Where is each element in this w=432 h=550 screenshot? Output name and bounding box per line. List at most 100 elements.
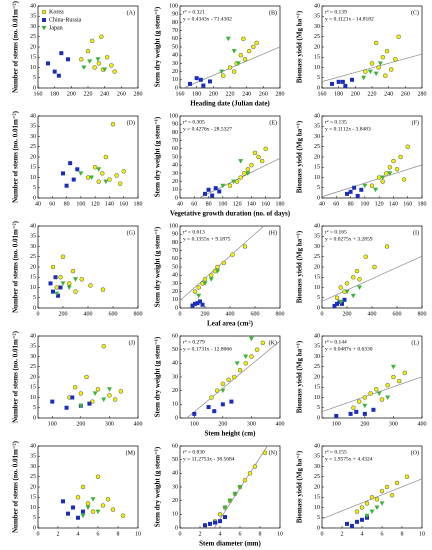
point	[100, 503, 106, 508]
trend-line	[321, 53, 423, 82]
panel-label: (G)	[127, 229, 135, 236]
point	[254, 347, 260, 352]
x-axis-label: Heading date (Julian date)	[190, 100, 270, 108]
x-tick-label: 100	[76, 201, 85, 207]
annotation: r² = 0.279	[183, 339, 205, 345]
x-tick-label: 2	[57, 531, 60, 537]
y-tick-label: 80	[172, 20, 178, 26]
y-axis-label: Number of stems (no. 0.01m⁻²)	[12, 440, 20, 533]
point	[87, 401, 92, 406]
point	[81, 65, 87, 70]
y-tick-label: 5	[317, 295, 320, 301]
point	[53, 275, 58, 280]
point	[232, 374, 237, 380]
point	[362, 395, 368, 400]
y-tick-label: 5	[317, 75, 320, 81]
point	[95, 509, 101, 515]
panel-label: (I)	[413, 229, 419, 236]
x-tick-label: 200	[209, 91, 218, 97]
point	[101, 344, 106, 349]
x-tick-label: 220	[226, 91, 235, 97]
point	[107, 393, 112, 398]
point	[402, 370, 408, 376]
point	[68, 161, 73, 166]
x-tick-label: 100	[190, 421, 199, 427]
point	[252, 464, 258, 469]
point	[90, 497, 96, 502]
point	[56, 73, 61, 78]
y-tick-label: 35	[314, 344, 320, 350]
y-tick-label: 25	[314, 34, 320, 40]
y-axis-label: Stem dry weight (g stem⁻¹)	[154, 6, 162, 87]
point	[92, 65, 97, 70]
trend-line	[321, 255, 423, 302]
point	[102, 67, 108, 73]
x-tick-label: 280	[276, 91, 285, 97]
point	[64, 405, 69, 410]
x-tick-label: 200	[76, 421, 85, 427]
y-tick-label: 20	[314, 374, 320, 380]
point	[345, 521, 349, 526]
y-tick-label: 35	[314, 14, 320, 20]
point	[344, 289, 350, 295]
y-tick-label: 5	[33, 515, 36, 521]
x-tick-label: 100	[332, 421, 341, 427]
y-tick-label: 0	[175, 415, 178, 421]
point	[342, 297, 347, 302]
point	[64, 183, 69, 188]
x-tick-label: 40	[177, 201, 183, 207]
point	[245, 167, 251, 172]
x-tick-label: 8	[259, 531, 262, 537]
y-tick-label: 25	[314, 364, 320, 370]
y-tick-label: 60	[172, 146, 178, 152]
y-tick-label: 20	[172, 179, 178, 185]
point	[351, 405, 356, 410]
point	[364, 513, 370, 519]
x-tick-label: 120	[375, 201, 384, 207]
x-tick-label: 160	[119, 201, 128, 207]
point	[360, 517, 364, 522]
y-tick-label: 10	[30, 505, 36, 511]
point	[394, 167, 400, 172]
point	[198, 299, 202, 304]
point	[87, 59, 93, 64]
x-tick-label: 0	[321, 531, 324, 537]
point	[54, 291, 60, 297]
y-tick-label: 5	[33, 185, 36, 191]
y-tick-label: 15	[30, 275, 36, 281]
point	[234, 179, 240, 184]
point	[51, 289, 55, 294]
point	[78, 171, 84, 176]
y-tick-label: 20	[172, 388, 178, 394]
y-tick-label: 10	[172, 512, 178, 518]
y-tick-label: 40	[30, 223, 36, 229]
x-tick-label: 120	[233, 201, 242, 207]
x-tick-label: 280	[418, 91, 427, 97]
y-tick-label: 40	[314, 113, 320, 119]
point	[396, 378, 402, 384]
point	[371, 407, 376, 412]
point	[56, 293, 60, 298]
x-tick-label: 6	[97, 531, 100, 537]
y-tick-label: 0	[317, 415, 320, 421]
point	[90, 509, 96, 514]
x-tick-label: 40	[35, 201, 41, 207]
x-tick-label: 80	[206, 201, 212, 207]
y-tick-label: 30	[314, 134, 320, 140]
point	[118, 389, 124, 394]
y-tick-label: 10	[172, 297, 178, 303]
y-tick-label: 60	[172, 256, 178, 262]
y-tick-label: 40	[314, 3, 320, 9]
x-tick-label: 80	[64, 201, 70, 207]
point	[202, 281, 208, 286]
point	[196, 285, 201, 290]
y-tick-label: 35	[30, 14, 36, 20]
point	[340, 301, 344, 306]
y-tick-label: 15	[30, 385, 36, 391]
y-tick-label: 5	[33, 405, 36, 411]
point	[372, 264, 377, 270]
point	[58, 285, 63, 290]
point	[343, 83, 348, 88]
point	[359, 505, 365, 510]
